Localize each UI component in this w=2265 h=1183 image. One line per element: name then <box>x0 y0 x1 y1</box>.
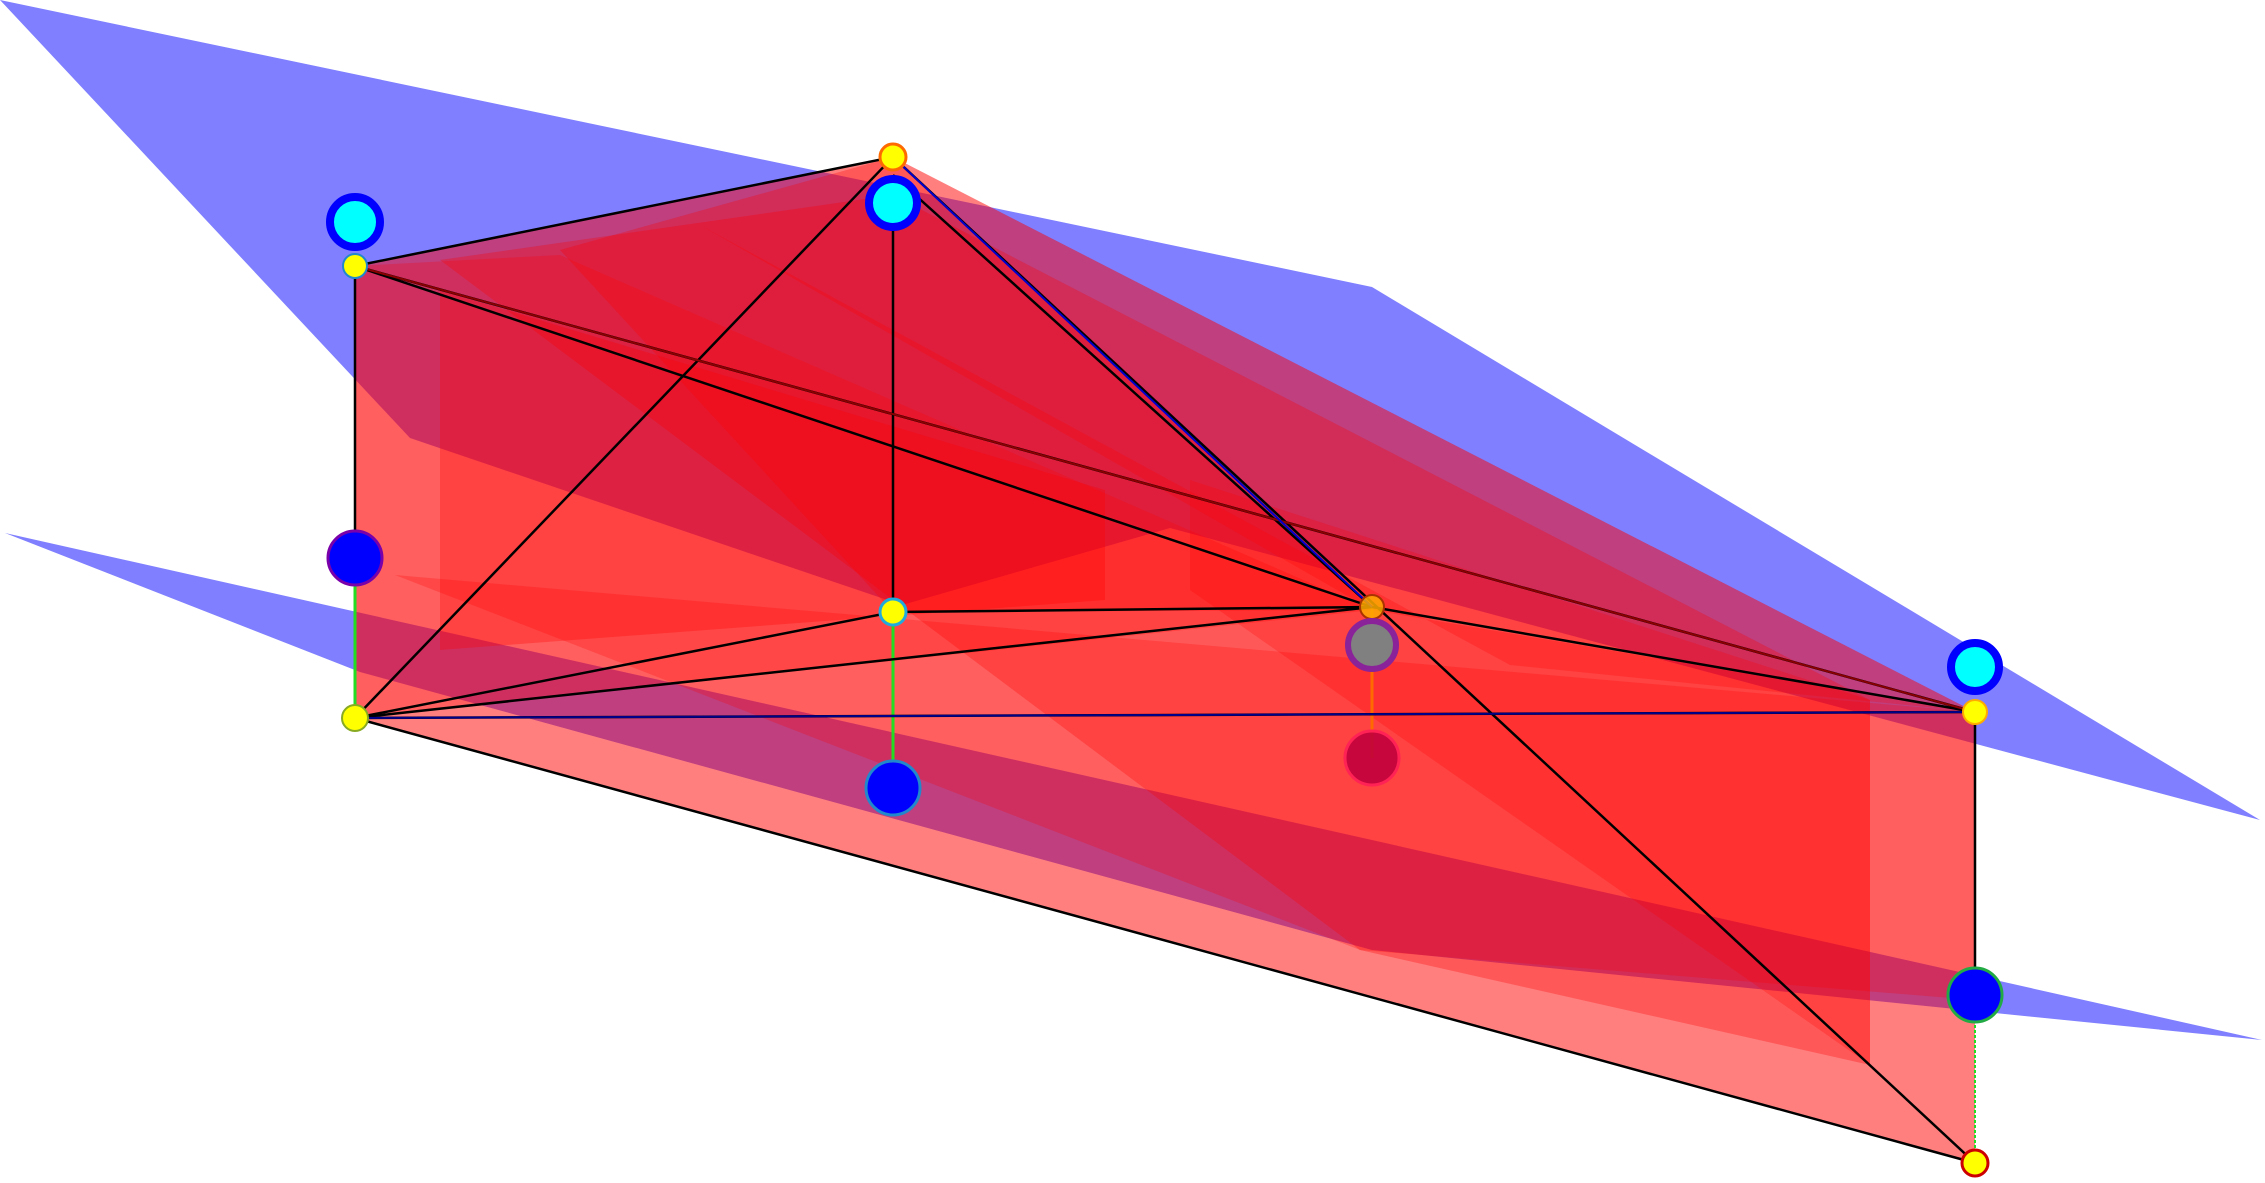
mid-blue-vertex <box>864 759 922 817</box>
bottom-left-to-mid <box>354 610 894 720</box>
right-cyan-vertex <box>1947 639 2003 695</box>
top-left-to-right-top-b <box>354 265 1976 713</box>
mid-vertex <box>878 597 908 627</box>
left-cyan-vertex <box>326 193 384 251</box>
top-left-to-center <box>354 264 1373 609</box>
left-vertical-face <box>355 255 1372 718</box>
apex-to-base-left <box>354 156 894 719</box>
base-front-edge <box>354 716 1976 1165</box>
diagonal-face-b <box>395 575 1975 1000</box>
center-to-right <box>1371 605 1976 714</box>
apex-cyan-vertex <box>865 175 921 231</box>
center-gray-vertex <box>1345 618 1399 672</box>
right-top-vertex <box>1962 699 1988 725</box>
apex-blue-edge <box>892 156 1373 608</box>
right-blue-vertex <box>1946 966 2004 1024</box>
right-bottom-vertex <box>1960 1148 1990 1178</box>
center-hidden-vertex <box>1343 729 1401 787</box>
left-blue-vertex <box>326 529 384 587</box>
bottom-left-to-right-top <box>354 711 1976 719</box>
bottom-left-to-center <box>354 605 1373 720</box>
left-bottom-vertex <box>341 704 369 732</box>
top-edge-right <box>892 156 1976 1164</box>
top-edge-left <box>354 155 894 268</box>
center-vertex <box>1359 594 1385 620</box>
left-top-vertex <box>342 253 368 279</box>
front-face <box>355 157 1975 1163</box>
inner-vertical-face <box>440 290 1105 650</box>
diagonal-face-a <box>560 157 1372 612</box>
mid-to-center <box>892 605 1373 614</box>
apex-top-vertex <box>878 142 908 172</box>
long-diagonal-apex-to-bottom <box>892 174 1373 608</box>
